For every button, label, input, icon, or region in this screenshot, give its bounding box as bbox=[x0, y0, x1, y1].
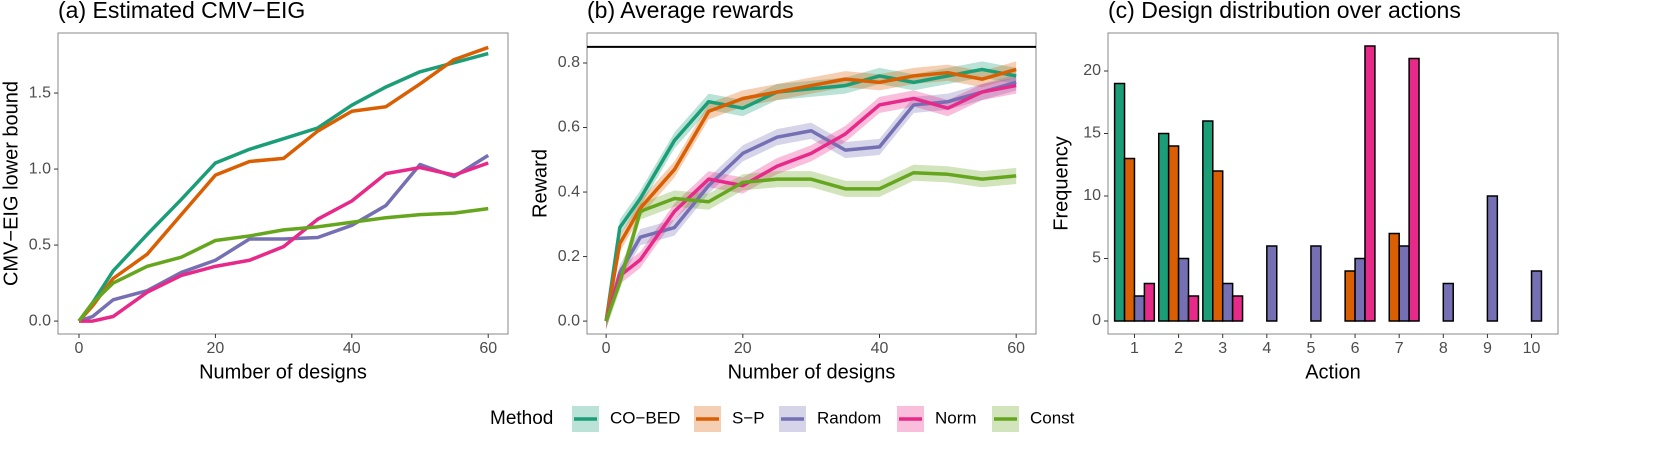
panel-title: (a) Estimated CMV−EIG bbox=[58, 0, 305, 23]
series-line bbox=[77, 206, 489, 323]
x-tick-label: 1 bbox=[1130, 340, 1139, 357]
y-tick-label: 0.0 bbox=[558, 312, 580, 329]
bar bbox=[1266, 245, 1278, 322]
x-tick-label: 8 bbox=[1439, 340, 1448, 357]
x-tick-label: 7 bbox=[1395, 340, 1404, 357]
y-axis-title: Reward bbox=[529, 149, 551, 218]
y-tick-label: 15 bbox=[1083, 125, 1101, 142]
x-tick-label: 10 bbox=[1523, 340, 1541, 357]
x-tick-label: 9 bbox=[1483, 340, 1492, 357]
bar bbox=[1212, 170, 1224, 322]
bar bbox=[1187, 295, 1200, 322]
x-tick-label: 4 bbox=[1262, 340, 1271, 357]
ci-ribbon bbox=[606, 74, 1017, 330]
y-tick-label: 1.5 bbox=[29, 84, 51, 101]
y-tick-label: 0.2 bbox=[558, 248, 580, 265]
x-tick-label: 6 bbox=[1351, 340, 1360, 357]
y-tick-label: 0.8 bbox=[558, 54, 580, 71]
legend-label: Random bbox=[817, 408, 881, 427]
y-tick-label: 10 bbox=[1083, 187, 1101, 204]
bar bbox=[1398, 245, 1410, 322]
x-tick-label: 3 bbox=[1218, 340, 1227, 357]
legend-label: Norm bbox=[935, 408, 977, 427]
x-tick-label: 40 bbox=[343, 340, 361, 357]
bar bbox=[1344, 270, 1356, 322]
series-line bbox=[77, 45, 489, 323]
y-tick-label: 5 bbox=[1092, 250, 1101, 267]
x-tick-label: 60 bbox=[479, 340, 497, 357]
ci-ribbon bbox=[606, 77, 1017, 330]
series-line bbox=[79, 161, 489, 323]
bar bbox=[1388, 232, 1400, 322]
bar bbox=[1221, 282, 1234, 322]
x-tick-label: 0 bbox=[75, 340, 84, 357]
y-tick-label: 0.6 bbox=[558, 119, 580, 136]
legend-label: CO−BED bbox=[610, 408, 680, 427]
bar bbox=[1133, 295, 1146, 322]
x-axis-title: Number of designs bbox=[728, 361, 896, 383]
bar bbox=[1354, 257, 1366, 322]
bar bbox=[1486, 195, 1499, 322]
bar bbox=[1157, 132, 1170, 322]
y-tick-label: 0 bbox=[1092, 312, 1101, 329]
x-tick-label: 60 bbox=[1007, 340, 1025, 357]
y-tick-label: 0.4 bbox=[558, 183, 580, 200]
bar bbox=[1143, 282, 1156, 322]
series-line bbox=[78, 153, 490, 323]
y-tick-label: 0.0 bbox=[29, 312, 51, 329]
bar bbox=[1310, 245, 1322, 322]
x-tick-label: 20 bbox=[207, 340, 225, 357]
bar bbox=[1202, 120, 1214, 322]
panel-title: (c) Design distribution over actions bbox=[1108, 0, 1461, 23]
x-tick-label: 2 bbox=[1174, 340, 1183, 357]
bar bbox=[1123, 157, 1136, 322]
bar bbox=[1231, 295, 1244, 322]
series-line bbox=[604, 67, 1017, 322]
y-tick-label: 0.5 bbox=[29, 236, 51, 253]
series-line bbox=[77, 51, 489, 323]
panel-title: (b) Average rewards bbox=[587, 0, 794, 23]
legend-title: Method bbox=[490, 408, 553, 429]
series-line bbox=[604, 170, 1017, 322]
x-tick-label: 40 bbox=[871, 340, 889, 357]
bar bbox=[1408, 57, 1420, 322]
bar bbox=[1530, 270, 1543, 322]
bar bbox=[1113, 82, 1126, 322]
y-axis-title: CMV−EIG lower bound bbox=[0, 81, 22, 286]
y-tick-label: 20 bbox=[1083, 62, 1101, 79]
legend-label: S−P bbox=[732, 408, 765, 427]
bar bbox=[1442, 282, 1454, 322]
y-tick-label: 1.0 bbox=[29, 160, 51, 177]
bar bbox=[1167, 145, 1180, 322]
bar bbox=[1364, 45, 1376, 322]
plot-panel bbox=[57, 32, 509, 335]
series-line bbox=[604, 83, 1017, 322]
x-tick-label: 0 bbox=[602, 340, 611, 357]
y-axis-title: Frequency bbox=[1050, 136, 1072, 231]
series-line bbox=[604, 80, 1017, 322]
x-axis-title: Number of designs bbox=[199, 361, 367, 383]
bar bbox=[1177, 257, 1190, 322]
legend-label: Const bbox=[1030, 408, 1075, 427]
x-tick-label: 20 bbox=[734, 340, 752, 357]
ci-ribbon bbox=[606, 164, 1017, 330]
x-axis-title: Action bbox=[1305, 361, 1361, 383]
x-tick-label: 5 bbox=[1306, 340, 1315, 357]
